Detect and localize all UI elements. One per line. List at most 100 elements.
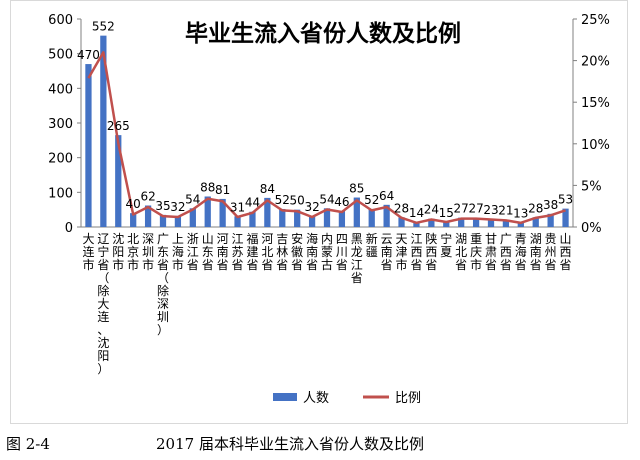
- bar: [562, 208, 569, 227]
- y-tick-label: 100: [48, 186, 73, 201]
- data-label: 40: [126, 197, 141, 211]
- x-tick-label: 广西省: [500, 232, 512, 272]
- bar: [443, 221, 450, 227]
- x-tick-label: 安徽省: [291, 231, 303, 272]
- data-label: 50: [290, 194, 305, 208]
- data-label: 44: [245, 196, 260, 210]
- y2-tick-label: 25%: [581, 13, 610, 28]
- chart-frame: 毕业生流入省份人数及比例 0 100 200 300 400 500 600 0% 5% 10% 1…: [10, 0, 628, 424]
- data-label: 27: [468, 202, 483, 216]
- data-label: 52: [275, 193, 290, 207]
- data-label: 13: [513, 206, 528, 220]
- y2-tick-label: 5%: [581, 179, 602, 194]
- x-tick-label: 山西省: [560, 232, 572, 272]
- data-label: 81: [215, 183, 230, 197]
- ratio-line: [87, 51, 566, 225]
- x-tick-label: 湖南省: [530, 231, 542, 272]
- data-label: 265: [107, 119, 130, 133]
- data-label: 24: [424, 203, 439, 217]
- x-tick-label: 上海市: [172, 232, 184, 272]
- data-label: 53: [558, 193, 573, 207]
- data-label: 38: [543, 198, 558, 212]
- bar: [472, 217, 480, 227]
- x-tick-label: 青海省: [515, 232, 527, 272]
- y-tick-label: 600: [48, 13, 73, 28]
- data-label: 32: [304, 200, 319, 214]
- y-tick-label: 200: [48, 152, 73, 167]
- chart-legend: 人数 比例: [273, 391, 421, 406]
- bar: [428, 218, 435, 227]
- bars-layer: [85, 35, 569, 227]
- data-label: 31: [230, 200, 245, 214]
- x-tick-label: 山东省: [202, 232, 214, 272]
- bar: [279, 208, 286, 227]
- x-tick-label: 宁夏: [440, 231, 452, 259]
- data-label: 28: [528, 201, 543, 215]
- data-label: 62: [140, 190, 155, 204]
- x-tick-label: 辽宁省（除大连、沈阳）: [97, 232, 109, 376]
- bar: [144, 205, 152, 227]
- x-tick-label: 福建省: [246, 231, 258, 272]
- legend-swatch-count: [273, 393, 297, 401]
- data-label: 23: [483, 203, 498, 217]
- bar: [368, 208, 375, 227]
- bar: [413, 222, 420, 227]
- axes-layer: 0 100 200 300 400 500 600 0% 5% 10% 15% 20% 25%: [48, 13, 610, 236]
- bar: [547, 213, 554, 227]
- legend-label-ratio: 比例: [395, 391, 421, 406]
- bar: [398, 217, 405, 227]
- x-tick-label: 海南省: [306, 231, 318, 272]
- data-label: 35: [155, 199, 170, 213]
- x-tick-label: 大连市: [82, 232, 94, 272]
- bar: [532, 217, 539, 227]
- x-tick-label: 深圳市: [142, 232, 154, 272]
- y2-tick-label: 10%: [581, 138, 610, 153]
- bar: [338, 211, 346, 227]
- data-label: 64: [379, 189, 394, 203]
- x-tick-label: 湖北省: [455, 231, 467, 272]
- bar: [115, 135, 122, 227]
- data-label: 54: [185, 192, 200, 206]
- bar: [308, 215, 316, 227]
- y2-tick-label: 20%: [581, 55, 610, 70]
- bar: [219, 198, 226, 227]
- data-label: 54: [319, 192, 334, 206]
- data-label: 21: [498, 204, 513, 218]
- data-label: 14: [409, 206, 424, 220]
- data-label: 88: [200, 180, 215, 194]
- x-tick-label: 沈阳市: [112, 231, 124, 272]
- bar: [85, 64, 92, 227]
- bar: [517, 222, 524, 227]
- bar: [100, 35, 107, 227]
- x-tick-label: 北京市: [127, 232, 139, 272]
- bar: [353, 197, 360, 227]
- bar: [130, 213, 137, 227]
- data-label: 27: [454, 202, 469, 216]
- bar: [159, 214, 167, 227]
- x-tick-label: 甘肃省: [485, 232, 497, 272]
- x-tick-label: 贵州省: [545, 232, 557, 272]
- x-tick-label: 云南省: [381, 232, 393, 272]
- bar: [458, 217, 465, 227]
- data-label: 28: [394, 201, 409, 215]
- bar: [487, 219, 495, 227]
- data-label: 46: [334, 195, 349, 209]
- chart-svg: 毕业生流入省份人数及比例 0 100 200 300 400 500 600 0% 5% 10% 1…: [48, 13, 610, 406]
- bar: [249, 211, 256, 227]
- caption-figure-number: 图 2-4: [6, 435, 50, 453]
- x-tick-label: 河北省: [261, 232, 273, 272]
- x-tick-label: 浙江省: [187, 232, 199, 272]
- x-tick-label: 四川省: [336, 232, 348, 272]
- bar: [189, 208, 196, 227]
- x-tick-label: 江苏省: [232, 232, 244, 272]
- y-tick-label: 500: [48, 48, 73, 63]
- y-tick-label: 0: [65, 221, 73, 236]
- x-tick-label: 重庆市: [470, 232, 482, 272]
- y2-tick-label: 0%: [581, 221, 602, 236]
- caption-text: 2017 届本科毕业生流入省份人数及比例: [156, 435, 424, 453]
- data-label: 552: [92, 20, 115, 34]
- bar: [323, 208, 331, 227]
- chart-title: 毕业生流入省份人数及比例: [185, 20, 461, 47]
- bar: [383, 204, 390, 227]
- bar: [502, 219, 510, 227]
